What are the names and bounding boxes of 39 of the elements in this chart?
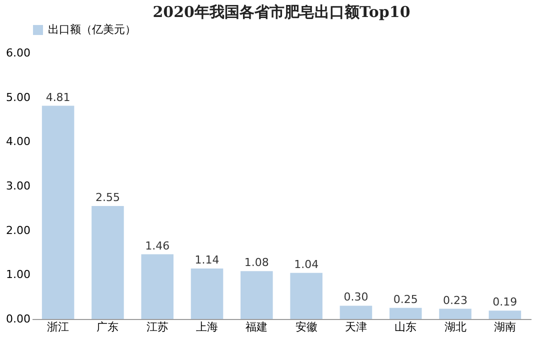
bar (240, 271, 273, 319)
x-tick-label: 上海 (196, 320, 218, 334)
data-label: 0.30 (344, 290, 368, 304)
bar (42, 106, 74, 319)
y-tick-label: 5.00 (6, 90, 30, 104)
data-label: 1.14 (194, 253, 220, 266)
y-tick-label: 2.00 (6, 224, 30, 237)
y-tick-label: 1.00 (6, 268, 30, 282)
bar (92, 206, 124, 319)
data-label: 4.81 (46, 90, 70, 104)
data-label: 2.55 (95, 190, 120, 204)
x-tick-label: 天津 (344, 320, 367, 334)
x-tick-label: 广东 (96, 320, 119, 334)
x-tick-label: 浙江 (47, 320, 70, 334)
bar (488, 310, 522, 319)
bar (389, 308, 422, 319)
legend-label: 出口额（亿美元） (48, 23, 136, 36)
x-tick-label: 江苏 (146, 320, 168, 334)
y-tick-label: 6.00 (6, 46, 30, 60)
x-tick-label: 福建 (246, 320, 268, 334)
data-label: 0.23 (443, 294, 468, 307)
data-label: 0.25 (393, 292, 418, 306)
bar (340, 306, 372, 319)
x-tick-label: 山东 (394, 320, 417, 334)
y-tick-label: 0.00 (6, 312, 30, 326)
bar (290, 272, 322, 319)
data-label: 1.04 (294, 258, 319, 271)
bar (190, 268, 224, 319)
data-label: 1.46 (145, 239, 170, 252)
data-label: 0.19 (492, 296, 518, 309)
bar (141, 254, 174, 319)
y-tick-label: 4.00 (6, 135, 30, 148)
chart-title: 2020年我国各省市肥皂出口额Top10 (152, 3, 410, 21)
x-tick-label: 湖南 (494, 320, 516, 334)
data-label: 1.08 (244, 256, 269, 270)
y-tick-label: 3.00 (6, 180, 30, 192)
x-tick-label: 安徽 (295, 320, 318, 334)
bar (439, 308, 472, 319)
x-tick-label: 湖北 (444, 320, 466, 334)
